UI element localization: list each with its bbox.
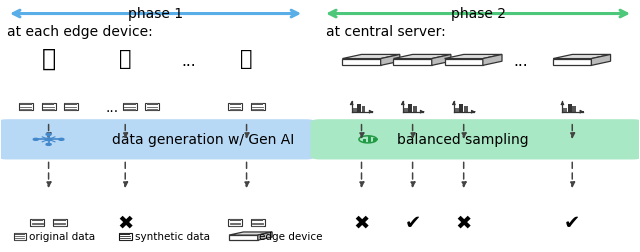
Bar (413, 107, 417, 112)
Circle shape (59, 139, 64, 141)
Bar (54, 219, 65, 221)
Bar (362, 107, 365, 112)
Bar (408, 105, 412, 112)
Bar (31, 219, 43, 221)
Polygon shape (553, 55, 611, 59)
Bar (147, 104, 158, 105)
Polygon shape (229, 232, 272, 235)
Circle shape (46, 144, 51, 146)
Text: original data: original data (29, 231, 95, 241)
Text: ...: ... (514, 53, 529, 68)
Polygon shape (342, 55, 400, 59)
Bar (572, 107, 576, 112)
Bar (15, 233, 25, 235)
Polygon shape (258, 232, 272, 240)
Bar (228, 103, 243, 111)
Text: ✔: ✔ (404, 213, 420, 232)
Bar (30, 219, 44, 226)
Bar (252, 104, 264, 105)
Text: 👂: 👂 (240, 48, 253, 68)
Bar (464, 107, 468, 112)
Polygon shape (553, 59, 591, 66)
Bar (228, 219, 243, 226)
Bar (120, 233, 131, 235)
Bar (42, 103, 56, 111)
Bar (19, 103, 33, 111)
Bar (404, 109, 408, 112)
Bar (65, 104, 77, 105)
Bar (20, 104, 32, 105)
Bar (119, 233, 132, 240)
Polygon shape (394, 55, 451, 59)
Bar (357, 105, 361, 112)
Bar (43, 104, 54, 105)
Bar (124, 104, 136, 105)
Circle shape (46, 134, 51, 136)
Text: balanced sampling: balanced sampling (397, 133, 528, 147)
Text: ...: ... (182, 53, 196, 68)
Bar (251, 219, 265, 226)
Bar (455, 109, 459, 112)
Text: ✔: ✔ (564, 213, 580, 232)
Bar (373, 139, 376, 143)
Bar (123, 103, 137, 111)
Bar (251, 103, 265, 111)
Text: phase 2: phase 2 (451, 7, 506, 21)
Bar (64, 103, 78, 111)
Polygon shape (229, 235, 258, 240)
Polygon shape (445, 59, 483, 66)
FancyBboxPatch shape (310, 120, 640, 160)
Text: ✖: ✖ (353, 213, 370, 232)
Bar (460, 105, 463, 112)
Bar (568, 105, 572, 112)
Text: ...: ... (106, 100, 119, 114)
Bar (368, 137, 371, 143)
FancyBboxPatch shape (0, 120, 316, 160)
Bar (13, 233, 26, 240)
Circle shape (33, 139, 38, 141)
Text: edge device: edge device (259, 231, 323, 241)
Text: synthetic data: synthetic data (135, 231, 210, 241)
Text: 🦷: 🦷 (42, 46, 56, 70)
Polygon shape (394, 59, 432, 66)
Polygon shape (591, 55, 611, 66)
Polygon shape (381, 55, 400, 66)
Bar (145, 103, 159, 111)
Text: ✖: ✖ (117, 213, 133, 232)
Polygon shape (445, 55, 502, 59)
Polygon shape (432, 55, 451, 66)
Text: ✖: ✖ (456, 213, 472, 232)
Polygon shape (342, 59, 381, 66)
Text: 🫁: 🫁 (119, 48, 131, 68)
Text: phase 1: phase 1 (128, 7, 184, 21)
Bar (230, 104, 241, 105)
Text: data generation w/ Gen AI: data generation w/ Gen AI (113, 133, 294, 147)
Circle shape (45, 139, 52, 141)
Bar (363, 139, 366, 143)
Bar (252, 219, 264, 221)
Bar (563, 109, 567, 112)
Polygon shape (483, 55, 502, 66)
Text: at each edge device:: at each edge device: (7, 24, 153, 39)
Bar (52, 219, 67, 226)
Bar (230, 219, 241, 221)
Text: at central server:: at central server: (326, 24, 446, 39)
Bar (353, 109, 356, 112)
